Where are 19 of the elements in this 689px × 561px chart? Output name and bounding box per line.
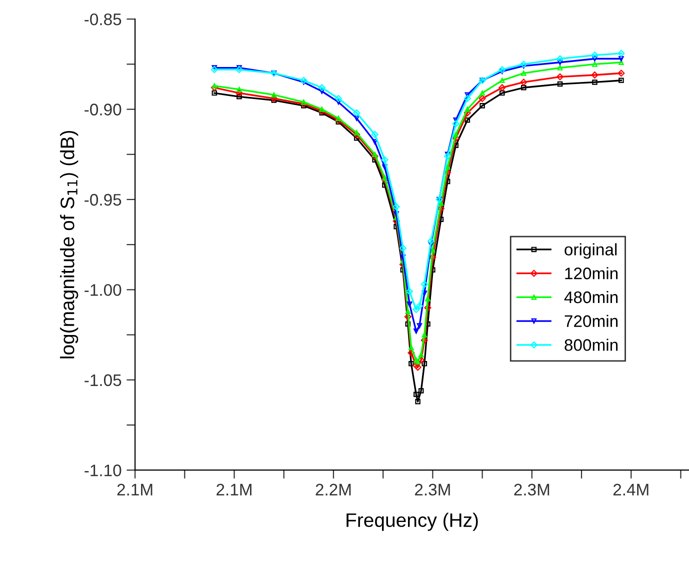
y-tick-label: -1.10 — [84, 464, 122, 476]
legend-label: 120min — [565, 267, 618, 280]
x-tick-label: 2.2M — [316, 484, 351, 496]
x-axis-title: Frequency (Hz) — [346, 512, 478, 531]
x-tick-label: 2.1M — [117, 484, 152, 496]
legend-label: 480min — [564, 290, 618, 304]
y-tick-label: -0.85 — [84, 13, 122, 26]
x-tick-label: 2.3M — [514, 484, 550, 496]
legend-label: original — [564, 243, 617, 259]
legend-label: 720min — [564, 314, 618, 328]
x-tick-label: 2.3M — [415, 484, 450, 496]
y-tick-label: -1.00 — [84, 284, 122, 296]
y-tick-label: -1.05 — [84, 374, 122, 386]
y-axis-title: log(magnitude of S$_{11}$) (dB) — [60, 130, 78, 358]
y-tick-label: -0.90 — [84, 104, 122, 116]
x-tick-label: 2.1M — [216, 484, 252, 496]
legend-label: 800min — [564, 338, 618, 351]
y-tick-label: -0.95 — [84, 194, 122, 206]
x-tick-label: 2.4M — [613, 484, 648, 496]
